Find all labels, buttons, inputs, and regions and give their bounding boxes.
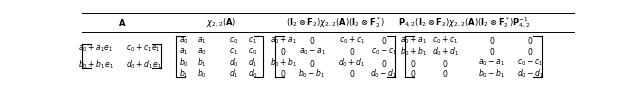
Text: $d_0-d_1$: $d_0-d_1$ <box>371 68 398 80</box>
Text: $\chi_{2,2}(\mathbf{A})$: $\chi_{2,2}(\mathbf{A})$ <box>206 16 237 29</box>
Text: $a_0-a_1$: $a_0-a_1$ <box>298 47 326 57</box>
Text: $0$: $0$ <box>349 68 355 79</box>
Text: $b_0+b_1$: $b_0+b_1$ <box>269 57 297 69</box>
Text: $0$: $0$ <box>381 58 387 69</box>
Text: $a_0+a_1e_1$: $a_0+a_1e_1$ <box>78 43 114 54</box>
Text: $d_1$: $d_1$ <box>248 57 257 69</box>
Text: $0$: $0$ <box>488 35 495 46</box>
Text: $c_1$: $c_1$ <box>248 35 257 46</box>
Text: $b_0-b_1$: $b_0-b_1$ <box>478 68 506 80</box>
Text: $d_0+d_1$: $d_0+d_1$ <box>432 46 460 58</box>
Text: $d_0+d_1$: $d_0+d_1$ <box>338 57 365 69</box>
Text: $0$: $0$ <box>410 58 417 69</box>
Text: $a_0$: $a_0$ <box>196 47 207 57</box>
Text: $b_0$: $b_0$ <box>196 68 207 80</box>
Text: $b_0$: $b_0$ <box>179 57 189 69</box>
Text: $\mathbf{P}_{4,2}(\mathbf{I}_2 \otimes \mathbf{F}_2)\chi_{2,2}(\mathbf{A})(\math: $\mathbf{P}_{4,2}(\mathbf{I}_2 \otimes \… <box>398 15 531 30</box>
Text: $b_0+b_1$: $b_0+b_1$ <box>399 46 427 58</box>
Text: $0$: $0$ <box>410 68 417 79</box>
Text: $d_0-d_1$: $d_0-d_1$ <box>516 68 544 80</box>
Text: $c_0+c_1e_1$: $c_0+c_1e_1$ <box>126 43 161 54</box>
Text: $c_0-c_1$: $c_0-c_1$ <box>517 58 543 68</box>
Text: $d_0+d_1e_1$: $d_0+d_1e_1$ <box>125 59 161 71</box>
Text: $b_1$: $b_1$ <box>196 57 206 69</box>
Text: $b_0+b_1e_1$: $b_0+b_1e_1$ <box>78 59 114 71</box>
Text: $b_0-b_1$: $b_0-b_1$ <box>298 68 326 80</box>
Text: $c_0+c_1$: $c_0+c_1$ <box>433 35 459 46</box>
Text: $0$: $0$ <box>527 35 534 46</box>
Text: $d_1$: $d_1$ <box>229 68 239 80</box>
Text: $a_0$: $a_0$ <box>179 35 189 46</box>
Text: $c_0$: $c_0$ <box>229 35 239 46</box>
Text: $a_0-a_1$: $a_0-a_1$ <box>478 58 506 68</box>
Text: $0$: $0$ <box>442 68 449 79</box>
Text: $0$: $0$ <box>527 46 534 58</box>
Text: $c_0+c_1$: $c_0+c_1$ <box>339 35 365 46</box>
Text: $a_1$: $a_1$ <box>179 47 189 57</box>
Text: $0$: $0$ <box>309 58 316 69</box>
Text: $0$: $0$ <box>381 35 387 46</box>
Text: $a_1$: $a_1$ <box>196 35 206 46</box>
Text: $a_0+a_1$: $a_0+a_1$ <box>400 35 427 46</box>
Text: $a_0+a_1$: $a_0+a_1$ <box>269 35 297 46</box>
Text: $d_0$: $d_0$ <box>248 68 257 80</box>
Text: $b_1$: $b_1$ <box>179 68 189 80</box>
Text: $0$: $0$ <box>280 68 287 79</box>
Text: $\mathbf{A}$: $\mathbf{A}$ <box>118 17 126 28</box>
Text: $(\mathbf{I}_2 \otimes \mathbf{F}_2)\chi_{2,2}(\mathbf{A})(\mathbf{I}_2 \otimes : $(\mathbf{I}_2 \otimes \mathbf{F}_2)\chi… <box>286 15 385 30</box>
Text: $0$: $0$ <box>280 46 287 58</box>
Text: $0$: $0$ <box>309 35 316 46</box>
Text: $0$: $0$ <box>488 46 495 58</box>
Text: $c_0-c_1$: $c_0-c_1$ <box>371 47 397 57</box>
Text: $c_0$: $c_0$ <box>248 47 257 57</box>
Text: $d_0$: $d_0$ <box>228 57 239 69</box>
Text: $c_1$: $c_1$ <box>229 47 238 57</box>
Text: $0$: $0$ <box>442 58 449 69</box>
Text: $0$: $0$ <box>349 46 355 58</box>
